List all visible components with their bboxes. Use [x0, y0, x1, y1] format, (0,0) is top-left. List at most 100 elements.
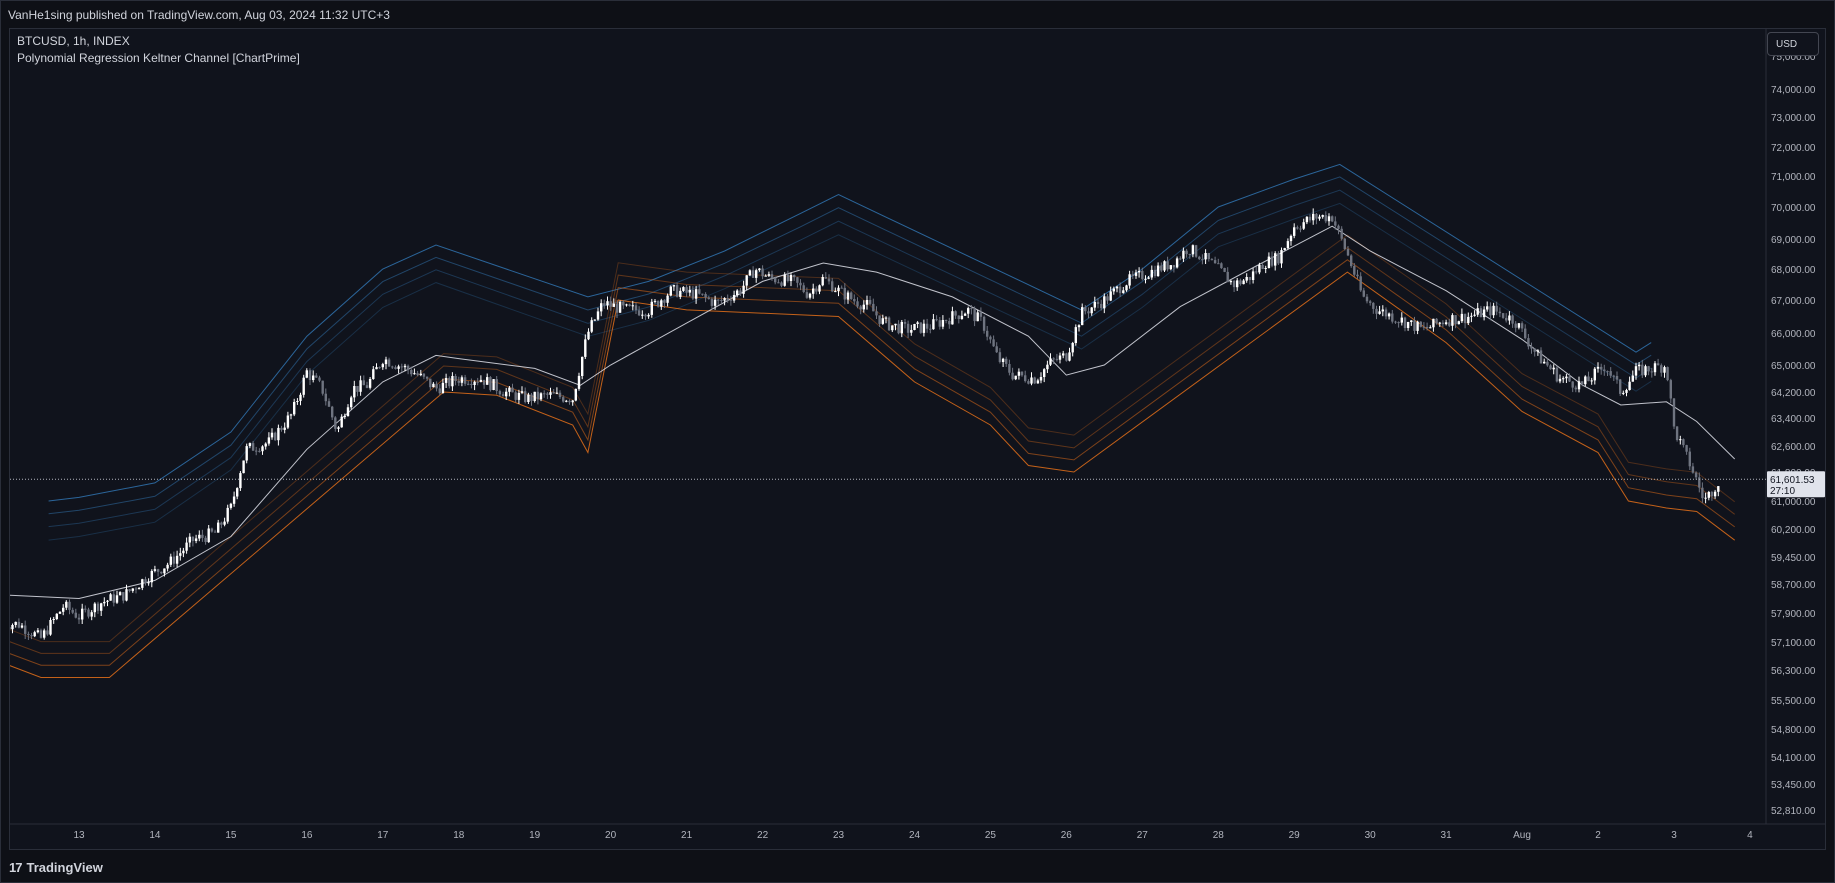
candle-body: [951, 311, 954, 325]
candle-body: [340, 416, 343, 428]
candle-body: [299, 394, 302, 401]
candle-body: [1669, 380, 1672, 399]
chart-pane[interactable]: [9, 28, 1826, 850]
candle-body: [524, 391, 527, 402]
candle-body: [770, 274, 774, 278]
time-tick-label: 19: [529, 830, 541, 841]
candle-body: [1156, 265, 1160, 277]
candle-body: [1125, 285, 1128, 291]
candle-body: [33, 632, 36, 637]
candle-body: [270, 432, 274, 438]
candle-body: [81, 608, 84, 620]
upper-band-line: [48, 189, 1652, 528]
candle-body: [255, 450, 258, 452]
candle-body: [1109, 291, 1112, 301]
candle-body: [337, 427, 340, 429]
symbol-legend[interactable]: BTCUSD, 1h, INDEX: [17, 34, 130, 48]
candle-body: [1115, 286, 1119, 289]
candle-body: [1429, 327, 1432, 329]
candle-body: [887, 317, 891, 331]
candle-body: [1179, 258, 1182, 260]
candle-body: [1182, 250, 1185, 259]
candle-body: [1530, 346, 1533, 349]
candle-body: [694, 289, 698, 299]
footer-brand[interactable]: 17 TradingView: [9, 857, 103, 877]
price-tick-label: 69,000.00: [1771, 235, 1816, 246]
time-tick-label: 28: [1213, 830, 1225, 841]
candle-body: [1606, 371, 1609, 373]
candle-body: [96, 603, 100, 611]
indicator-legend[interactable]: Polynomial Regression Keltner Channel [C…: [17, 51, 300, 65]
candle-body: [432, 383, 435, 388]
currency-button[interactable]: USD: [1767, 32, 1819, 56]
candle-body: [321, 380, 324, 394]
candle-body: [1413, 320, 1416, 331]
candle-body: [1391, 313, 1394, 322]
candle-body: [780, 282, 783, 286]
candle-body: [1660, 365, 1663, 373]
candle-body: [1223, 268, 1226, 272]
candle-body: [1625, 390, 1628, 393]
candle-body: [774, 278, 777, 283]
candle-body: [625, 304, 628, 306]
candle-body: [571, 400, 574, 403]
candle-body: [511, 387, 514, 393]
candle-body: [1141, 271, 1144, 280]
candle-body: [1524, 328, 1527, 339]
candle-body: [17, 621, 21, 628]
candle-body: [74, 612, 77, 618]
candle-body: [1280, 250, 1283, 264]
candle-body: [242, 460, 245, 474]
candle-body: [1713, 491, 1717, 497]
candle-body: [967, 308, 970, 314]
candle-body: [1359, 276, 1362, 291]
candle-body: [169, 556, 172, 565]
candle-body: [1274, 253, 1277, 266]
candle-body: [1251, 271, 1255, 280]
candle-body: [185, 542, 188, 551]
last-price-badge[interactable]: [1767, 471, 1825, 498]
candle-body: [1603, 369, 1606, 372]
candle-body: [470, 383, 473, 385]
candle-body: [1593, 368, 1596, 381]
candle-body: [568, 400, 571, 403]
candle-body: [612, 303, 615, 307]
candle-body: [628, 304, 631, 306]
candle-body: [356, 386, 359, 392]
candle-body: [438, 388, 441, 394]
candle-body: [906, 323, 910, 333]
candle-body: [1188, 254, 1191, 255]
candle-body: [1103, 296, 1106, 309]
candle-body: [397, 366, 400, 369]
candle-body: [163, 568, 166, 574]
candle-body: [675, 285, 679, 297]
candle-body: [1441, 322, 1445, 325]
candle-body: [1353, 266, 1356, 275]
candle-body: [1033, 377, 1036, 384]
candle-body: [644, 314, 647, 317]
candle-body: [128, 589, 131, 591]
candle-body: [87, 609, 90, 617]
candle-body: [527, 394, 530, 402]
candle-body: [739, 290, 742, 294]
candle-body: [1058, 355, 1062, 360]
candle-body: [799, 282, 802, 286]
candle-body: [717, 299, 720, 301]
candle-body: [226, 507, 229, 522]
candle-body: [1207, 253, 1210, 260]
candle-body: [1384, 309, 1388, 317]
candle-body: [1046, 364, 1049, 370]
candle-body: [1343, 238, 1346, 249]
candle-body: [634, 305, 638, 311]
candle-body: [1267, 256, 1271, 268]
candle-body: [1539, 350, 1543, 364]
candle-body: [1093, 301, 1096, 308]
candle-body: [375, 367, 378, 370]
candle-body: [558, 392, 562, 398]
candle-body: [1650, 371, 1653, 373]
candle-body: [1457, 321, 1460, 325]
price-tick-label: 68,000.00: [1771, 265, 1816, 276]
candle-body: [919, 322, 922, 333]
candle-body: [831, 281, 834, 292]
